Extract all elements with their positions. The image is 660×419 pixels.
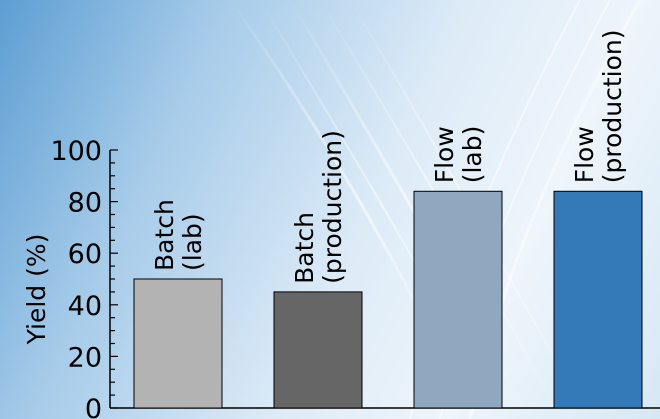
y-tick-label: 20 [68,342,102,373]
bar-category-label: Flow [430,126,459,183]
y-axis-title: Yield (%) [22,234,51,346]
bar [273,291,363,409]
y-tick-label: 0 [85,394,102,419]
bar-category-label: (lab) [178,213,207,271]
bar [413,190,503,409]
y-tick-label: 100 [50,136,102,167]
y-tick-label: 40 [68,291,102,322]
bar-category-label: Batch [150,199,179,271]
bar [133,278,223,409]
bar-category-label: (production) [598,30,627,184]
bar-category-label: Batch [290,212,319,284]
bar-category-label: Flow [570,126,599,183]
bar-category-label: (lab) [458,126,487,184]
y-tick-label: 80 [68,188,102,219]
y-tick-label: 60 [68,239,102,270]
bar-category-label: (production) [318,130,347,284]
bar [553,190,643,409]
